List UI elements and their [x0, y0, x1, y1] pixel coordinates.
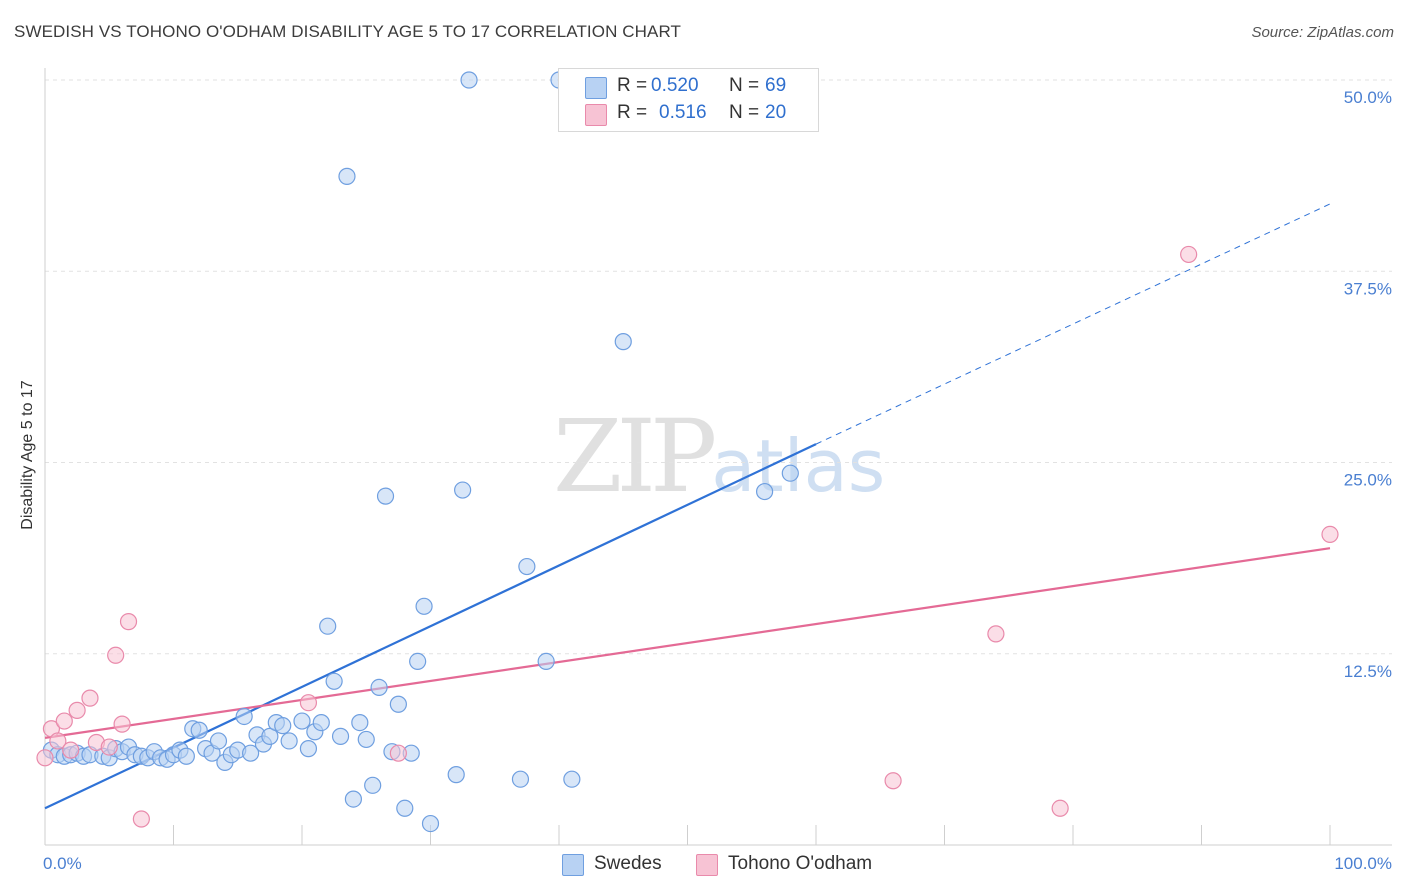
swedes-swatch [585, 77, 607, 99]
legend-r-value: 0.520 [651, 75, 699, 96]
legend-r-label: R = [617, 102, 648, 123]
swedes-point [781, 464, 799, 482]
swedes-point [454, 481, 472, 499]
swedes-point [447, 766, 465, 784]
swedes-point [299, 740, 318, 758]
swedes-point [396, 799, 414, 817]
y-tick-label: 25.0% [1344, 471, 1392, 490]
tohono-point [1180, 245, 1198, 264]
tohono-swatch [696, 854, 718, 876]
legend-r-label: R = [617, 75, 648, 96]
watermark: ZIPatlas [553, 398, 885, 515]
legend-r-value: 0.516 [659, 102, 707, 123]
swedes-point [331, 727, 350, 745]
tohono-point [1051, 799, 1069, 817]
tohono-point [119, 613, 138, 631]
watermark-atlas: atlas [711, 424, 886, 508]
swedes-point [518, 557, 536, 576]
legend-n-label: N = [729, 75, 760, 96]
swedes-trend-extension [815, 203, 1331, 445]
legend: R = 0.520 N = 69 R = 0.516 N = 20 [558, 68, 819, 132]
tohono-point [1321, 525, 1339, 544]
swedes-point [537, 652, 555, 671]
tohono-point [987, 625, 1005, 643]
legend-n-label: N = [729, 102, 760, 123]
tohono-trend-line [44, 547, 1331, 739]
tohono-point [113, 715, 131, 733]
swedes-point [261, 727, 279, 745]
bottom-legend: Swedes Tohono O'odham [0, 852, 1406, 878]
tohono-point [884, 772, 902, 790]
y-tick-label: 50.0% [1344, 88, 1392, 107]
tohono-point [81, 689, 99, 707]
chart-title: SWEDISH VS TOHONO O'ODHAM DISABILITY AGE… [14, 22, 682, 41]
source-label: Source: ZipAtlas.com [1251, 24, 1394, 41]
swedes-point [242, 744, 260, 762]
swedes-point [280, 732, 298, 750]
tohono-point [55, 712, 73, 730]
swedes-point [351, 713, 369, 732]
watermark-zip: ZIP [553, 398, 717, 515]
swedes-point [357, 730, 375, 749]
x-tick-label: 100.0% [1334, 854, 1392, 873]
bottom-legend-swedes-label: Swedes [594, 853, 662, 874]
swedes-swatch [562, 854, 584, 876]
tick-labels: 12.5% 25.0% 37.5% 50.0% 0.0% 100.0% [43, 88, 1392, 873]
gridlines [45, 79, 1392, 655]
tohono-point [62, 741, 80, 759]
tohono-swatch [585, 104, 607, 126]
swedes-point [511, 770, 530, 788]
swedes-point [614, 333, 632, 351]
tohono-point [132, 810, 150, 828]
legend-n-value: 20 [765, 102, 787, 123]
data-points [36, 71, 1339, 833]
tohono-point [49, 732, 67, 750]
swedes-point [190, 721, 208, 739]
legend-n-value: 69 [765, 75, 787, 96]
swedes-point [209, 732, 228, 750]
swedes-point [421, 814, 440, 833]
swedes-point [312, 713, 330, 732]
swedes-point [370, 678, 388, 697]
swedes-point [364, 776, 382, 794]
swedes-point [338, 167, 356, 185]
tohono-point [107, 646, 125, 664]
tohono-point [299, 694, 318, 712]
x-tick-label: 0.0% [43, 854, 82, 873]
swedes-point [319, 617, 337, 635]
swedes-point [389, 695, 407, 713]
tohono-point [68, 701, 86, 719]
tohono-point [36, 749, 54, 767]
bottom-legend-tohono-label: Tohono O'odham [728, 853, 873, 874]
swedes-point [235, 707, 253, 726]
axes [44, 68, 1392, 846]
swedes-point [293, 712, 311, 730]
tohono-point [389, 744, 407, 762]
swedes-point [376, 487, 395, 505]
tohono-point [100, 738, 118, 756]
swedes-point [755, 482, 774, 501]
swedes-point [563, 770, 581, 788]
swedes-point [177, 747, 195, 765]
y-tick-label: 12.5% [1344, 662, 1392, 681]
swedes-point [325, 672, 343, 690]
y-tick-label: 37.5% [1344, 279, 1392, 298]
swedes-point [274, 717, 292, 735]
swedes-point [409, 652, 427, 671]
swedes-point [460, 71, 478, 89]
swedes-point [344, 790, 362, 808]
swedes-point [415, 597, 433, 615]
